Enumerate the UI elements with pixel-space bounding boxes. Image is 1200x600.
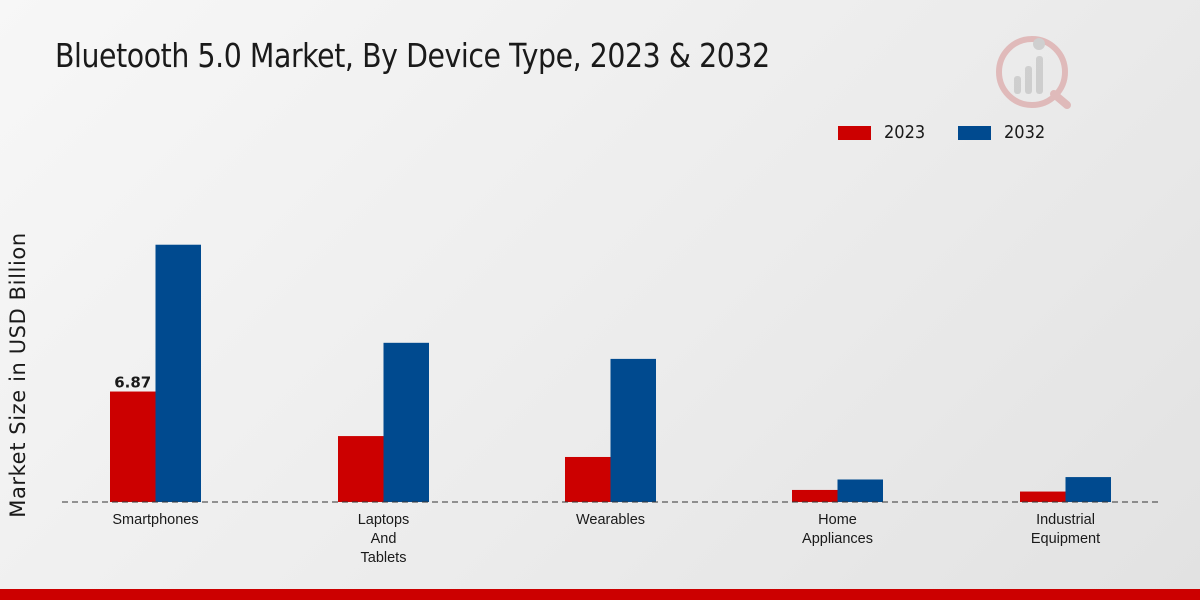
x-tick-label-line: Appliances	[802, 531, 873, 547]
bar-2032-4	[1065, 477, 1111, 502]
bar-2032-0	[155, 244, 201, 502]
legend-swatch-2032	[958, 126, 991, 140]
brand-logo-icon	[996, 36, 1071, 109]
x-tick-label-line: Industrial	[1036, 512, 1095, 528]
x-tick-label-line: Laptops	[358, 512, 410, 528]
bar-2032-2	[610, 358, 656, 502]
data-label-0: 6.87	[114, 374, 151, 392]
x-tick-label-line: Smartphones	[112, 512, 198, 528]
x-tick-label-line: Tablets	[361, 550, 407, 566]
x-tick-label-line: Home	[818, 512, 857, 528]
x-tick-label-line: And	[371, 531, 397, 547]
footer-bar	[0, 589, 1200, 600]
x-tick-label-line: Wearables	[576, 512, 645, 528]
bar-2032-1	[383, 342, 429, 502]
legend-label-2032: 2032	[1004, 122, 1046, 143]
x-tick-label-4: Industrial Equipment	[1031, 512, 1100, 547]
x-tick-label-3: Home Appliances	[802, 512, 873, 547]
legend-swatch-2023	[838, 126, 871, 140]
chart-title: Bluetooth 5.0 Market, By Device Type, 20…	[55, 36, 770, 75]
bar-2023-3	[792, 489, 838, 502]
bar-2032-3	[837, 479, 883, 502]
x-tick-label-line: Equipment	[1031, 531, 1100, 547]
legend-label-2023: 2023	[884, 122, 926, 143]
x-tick-label-0: Smartphones	[112, 512, 198, 528]
bar-2023-4	[1020, 491, 1066, 502]
x-tick-label-2: Wearables	[576, 512, 645, 528]
bar-2023-2	[565, 456, 611, 502]
bar-2023-1	[338, 436, 384, 502]
x-tick-label-1: Laptops And Tablets	[358, 512, 410, 566]
bar-2023-0	[110, 391, 156, 502]
